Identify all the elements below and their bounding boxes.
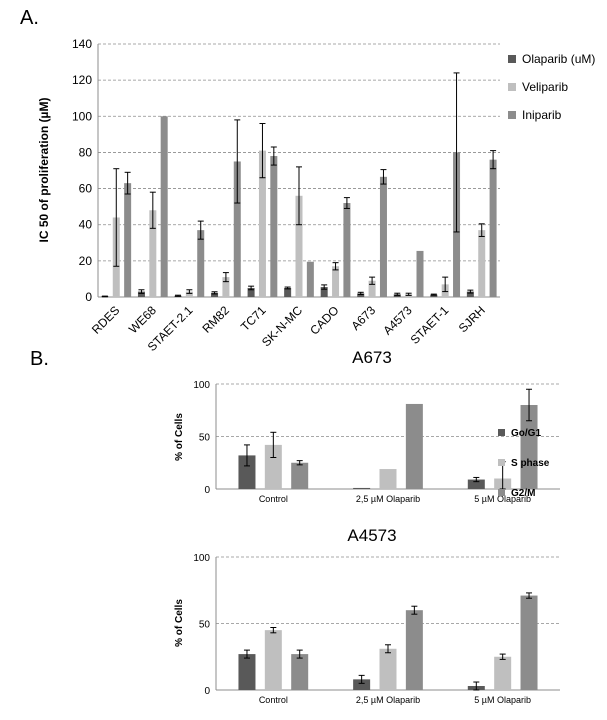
bar [357, 293, 365, 297]
y-tick-label: 50 [199, 433, 211, 444]
bar [238, 455, 256, 489]
legend-swatch [508, 55, 516, 63]
bar [233, 161, 241, 297]
y-tick-label: 100 [193, 380, 210, 391]
y-tick-label: 0 [204, 686, 210, 697]
y-tick-label: 80 [79, 145, 93, 159]
bar [430, 294, 438, 297]
x-tick-label: SK-N-MC [259, 303, 305, 349]
bar [405, 610, 423, 690]
legend-label: Iniparib [522, 108, 562, 122]
bar [467, 479, 485, 489]
legend-swatch [498, 489, 505, 496]
panel-b-label: B. [30, 348, 49, 370]
x-tick-label: 5 µM Olaparib [474, 494, 531, 504]
y-tick-label: 140 [72, 37, 92, 51]
bar [379, 648, 397, 690]
y-tick-label: 100 [193, 553, 210, 564]
legend-label: Olaparib (uM) [522, 52, 595, 66]
bar [211, 292, 219, 297]
legend-swatch [498, 429, 505, 436]
bar [405, 403, 423, 489]
bar [320, 287, 328, 297]
y-axis-label: % of Cells [174, 599, 185, 647]
legend-label: G2/M [511, 488, 535, 499]
bar [238, 654, 256, 690]
x-tick-label: RDES [89, 303, 122, 336]
legend-swatch [508, 111, 516, 119]
bar [137, 291, 145, 297]
bar [466, 291, 474, 297]
bar [306, 261, 314, 297]
x-tick-label: STAET-1 [408, 303, 452, 347]
x-tick-label: SJRH [456, 303, 488, 335]
bar [353, 487, 371, 489]
bar [416, 250, 424, 297]
chart-title: A673 [352, 348, 392, 367]
a673-cell-cycle-chart: 0 50 100 Control 2,5 µM Olaparib 5 µM Olapari… [174, 348, 560, 504]
legend-swatch [498, 459, 505, 466]
bar [291, 462, 309, 489]
bar [379, 176, 387, 297]
bar [270, 156, 278, 297]
bar [478, 230, 486, 297]
x-tick-label: 2,5 µM Olaparib [356, 494, 420, 504]
x-tick-label: Control [259, 695, 288, 705]
bar [379, 469, 397, 489]
x-tick-label: 5 µM Olaparib [474, 695, 531, 705]
panel-a-label: A. [20, 7, 39, 29]
bar [247, 287, 255, 297]
legend-swatch [508, 83, 516, 91]
bar [185, 291, 193, 297]
y-axis-label: % of Cells [174, 413, 185, 461]
bar [124, 183, 132, 297]
bar [520, 595, 538, 690]
bar [520, 405, 538, 489]
bar [291, 654, 309, 690]
bar [489, 159, 497, 297]
y-tick-label: 40 [79, 218, 93, 232]
y-tick-label: 60 [79, 182, 93, 196]
legend-label: S phase [511, 458, 550, 469]
bar [197, 230, 205, 297]
bar [222, 277, 230, 297]
legend-label: Go/G1 [511, 428, 541, 439]
y-axis-label: IC 50 of proliferation (µM) [37, 98, 51, 243]
x-tick-label: A4573 [380, 303, 415, 338]
y-tick-label: 20 [79, 254, 93, 268]
x-tick-label: 2,5 µM Olaparib [356, 695, 420, 705]
bar [149, 210, 157, 297]
y-tick-label: 100 [72, 109, 92, 123]
y-tick-label: 0 [204, 485, 210, 496]
x-tick-label: A673 [348, 303, 378, 333]
bar [343, 203, 351, 297]
chart-title: A4573 [347, 526, 396, 545]
y-tick-label: 0 [85, 290, 92, 304]
legend-label: Veliparib [522, 80, 568, 94]
y-tick-label: 50 [199, 620, 211, 631]
bar [353, 679, 371, 690]
bar [332, 266, 340, 297]
a4573-cell-cycle-chart: 0 50 100 Control 2,5 µM Olaparib 5 µM Olapari… [174, 526, 560, 705]
y-tick-label: 120 [72, 73, 92, 87]
bar [295, 195, 303, 297]
x-tick-label: TC71 [238, 303, 269, 334]
x-tick-label: WE68 [126, 303, 159, 336]
bar [264, 630, 282, 690]
bar [368, 280, 376, 297]
bar [264, 444, 282, 489]
bar [160, 116, 168, 298]
bar [284, 287, 292, 297]
x-tick-label: RM82 [199, 303, 232, 336]
bar [494, 656, 512, 690]
x-tick-label: CADO [307, 303, 341, 337]
x-tick-label: Control [259, 494, 288, 504]
bar [258, 150, 266, 297]
